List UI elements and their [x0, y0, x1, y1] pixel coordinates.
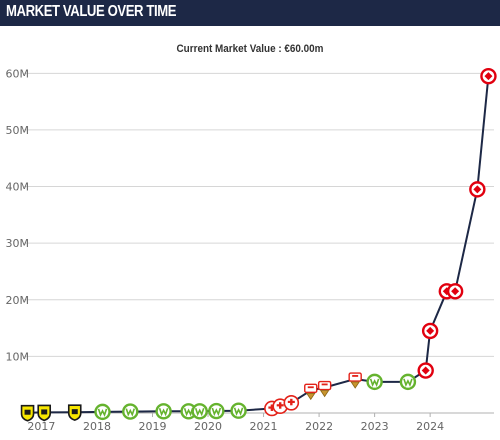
- x-tick-label: 2017: [27, 420, 55, 433]
- x-tick-label: 2023: [361, 420, 389, 433]
- stuttgart_pair-crest-marker[interactable]: [304, 383, 318, 401]
- chart-header-title: MARKET VALUE OVER TIME: [6, 3, 177, 20]
- wolfsburg-crest-marker[interactable]: [191, 403, 208, 420]
- y-tick-label: 30M: [6, 237, 30, 250]
- current-market-value: Current Market Value : €60.00m: [176, 43, 324, 55]
- frankfurt-crest-marker[interactable]: [446, 283, 464, 300]
- x-tick-label: 2022: [305, 420, 333, 433]
- x-tick-label: 2024: [416, 420, 444, 433]
- x-tick-label: 2019: [138, 420, 166, 433]
- line-layer: [27, 76, 490, 414]
- y-tick-label: 20M: [6, 294, 30, 307]
- marker-layer: [20, 67, 497, 422]
- frankfurt-crest-marker[interactable]: [421, 322, 439, 340]
- frankfurt-crest-marker[interactable]: [469, 181, 486, 198]
- stuttgart-crest-marker[interactable]: [283, 395, 300, 411]
- x-tick-label: 2021: [250, 420, 278, 433]
- header-bar: MARKET VALUE OVER TIME: [0, 0, 500, 26]
- dortmund-crest-marker[interactable]: [37, 404, 52, 422]
- stuttgart_pair-crest-marker[interactable]: [348, 372, 362, 389]
- frankfurt-crest-marker[interactable]: [480, 67, 497, 85]
- y-tick-label: 50M: [6, 124, 30, 137]
- wolfsburg-crest-marker[interactable]: [366, 373, 383, 391]
- y-tick-label: 60M: [6, 67, 30, 80]
- x-tick-label: 2020: [194, 420, 222, 433]
- dortmund-crest-marker[interactable]: [67, 404, 82, 421]
- wolfsburg-crest-marker[interactable]: [155, 403, 172, 420]
- grid-layer: [24, 72, 494, 357]
- wolfsburg-crest-marker[interactable]: [94, 403, 111, 421]
- frankfurt-crest-marker[interactable]: [417, 362, 434, 379]
- y-tick-label: 10M: [6, 350, 30, 363]
- wolfsburg-crest-marker[interactable]: [122, 403, 139, 420]
- dortmund-crest-marker[interactable]: [20, 404, 35, 422]
- axis-layer: 10M 20M 30M 40M 50M 60M 2017 2018 2019 2020 2021 20…: [6, 67, 494, 433]
- wolfsburg-crest-marker[interactable]: [230, 402, 247, 419]
- market-value-line: [27, 76, 490, 414]
- x-tick-label: 2018: [83, 420, 111, 433]
- wolfsburg-crest-marker[interactable]: [399, 373, 417, 391]
- y-tick-label: 40M: [6, 181, 30, 194]
- wolfsburg-crest-marker[interactable]: [208, 402, 225, 420]
- stuttgart_pair-crest-marker[interactable]: [317, 380, 332, 398]
